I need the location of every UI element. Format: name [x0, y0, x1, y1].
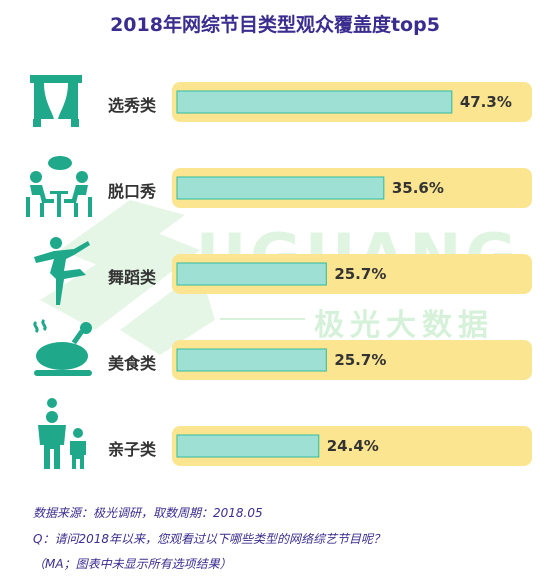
value-label: 35.6%	[391, 179, 444, 197]
roast-chicken-icon	[33, 318, 92, 376]
stage-curtain-icon	[30, 75, 82, 127]
footer-source: 数据来源：极光调研，取数周期：2018.05	[33, 506, 263, 520]
category-label: 美食类	[108, 354, 157, 373]
category-label: 脱口秀	[108, 182, 157, 201]
footer-question: Q：请问2018年以来，您观看过以下哪些类型的网络综艺节目呢？	[33, 532, 385, 546]
footer-note: （MA；图表中未显示所有选项结果）	[33, 557, 232, 571]
category-label: 亲子类	[108, 440, 157, 459]
value-label: 25.7%	[334, 265, 387, 283]
value-label: 24.4%	[326, 437, 379, 455]
parent-child-icon	[38, 398, 86, 469]
talk-show-icon	[26, 156, 92, 217]
value-label: 47.3%	[459, 93, 512, 111]
chart-title: 2018年网综节目类型观众覆盖度top5	[110, 14, 440, 36]
bar	[176, 176, 385, 200]
bar	[176, 262, 327, 286]
bar	[176, 348, 327, 372]
category-label: 选秀类	[108, 96, 157, 115]
bar	[176, 434, 320, 458]
value-label: 25.7%	[334, 351, 387, 369]
bar	[176, 90, 453, 114]
dancer-icon	[34, 237, 90, 305]
category-label: 舞蹈类	[108, 268, 157, 287]
